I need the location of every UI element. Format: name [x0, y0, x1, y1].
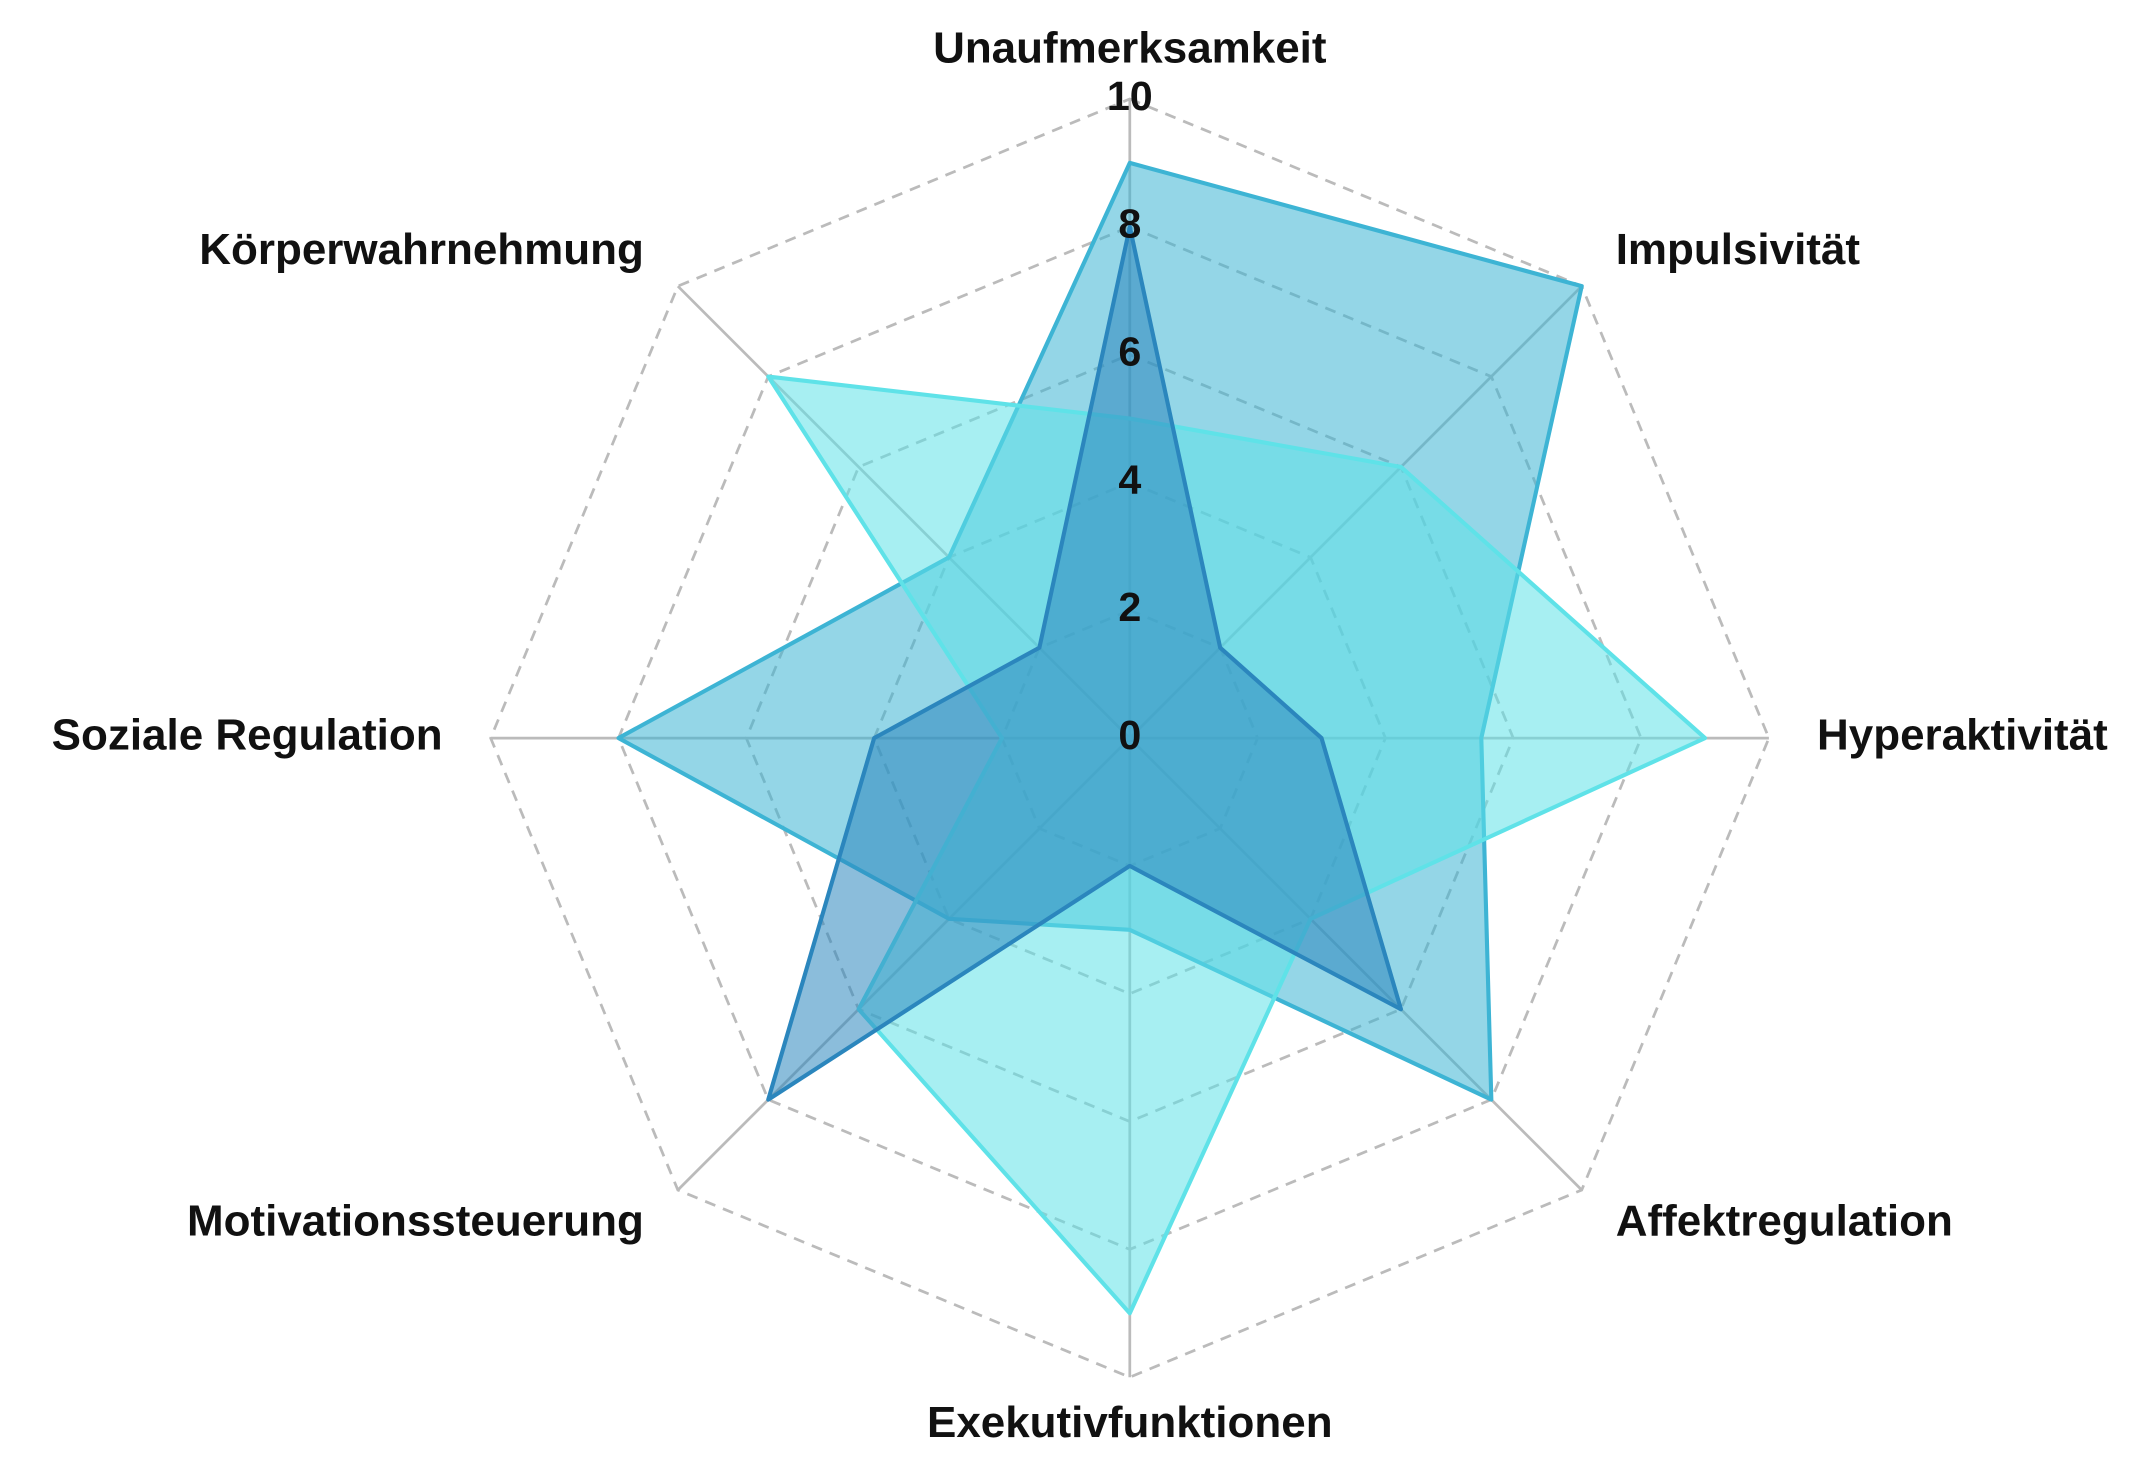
- grid-ring: [489, 97, 1771, 1379]
- tick-label: 4: [1118, 456, 1141, 502]
- tick-label: 2: [1118, 584, 1141, 630]
- axis-label: Affektregulation: [1616, 1197, 1953, 1246]
- axis-label: Motivationssteuerung: [187, 1197, 644, 1246]
- axis-label: Körperwahrnehmung: [199, 225, 644, 274]
- axis-label: Soziale Regulation: [52, 711, 443, 760]
- axis-label: Impulsivität: [1616, 225, 1861, 274]
- series-area: [766, 224, 1404, 1102]
- tick-label: 10: [1107, 73, 1153, 119]
- axis-label: Unaufmerksamkeit: [933, 23, 1327, 72]
- tick-label: 8: [1118, 201, 1141, 247]
- axis-label: Exekutivfunktionen: [927, 1398, 1333, 1447]
- axis-label: Hyperaktivität: [1817, 711, 2108, 760]
- tick-label: 0: [1118, 712, 1141, 758]
- tick-label: 6: [1118, 329, 1141, 375]
